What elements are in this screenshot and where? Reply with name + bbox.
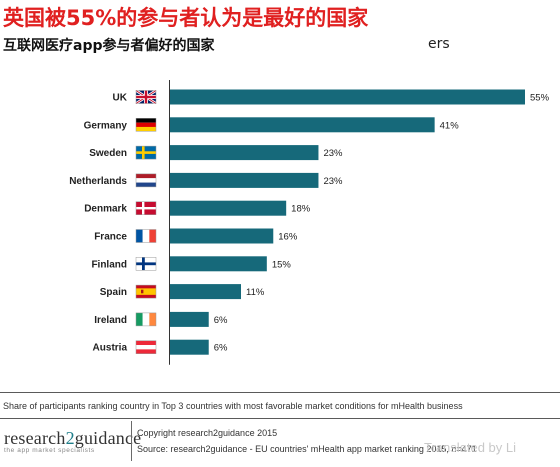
footer-divider-top [0, 392, 560, 393]
category-label: Germany [84, 120, 128, 131]
bar-chart: UK Germany Sweden Netherlands Denmark France F… [69, 80, 550, 365]
copyright-text: Copyright research2guidance 2015 [137, 428, 278, 438]
netherlands-flag-icon [135, 173, 157, 188]
uk-flag-icon [135, 89, 157, 105]
bar [170, 117, 435, 133]
bar [170, 145, 319, 161]
category-label: Denmark [84, 204, 127, 215]
bar [170, 284, 241, 300]
page-title: 英国被55%的参与者认为是最好的国家 [3, 6, 369, 30]
chart-subtitle-tail: ers [428, 36, 450, 52]
value-label: 23% [323, 176, 343, 187]
france-flag-icon [135, 229, 157, 243]
austria-flag-icon [135, 340, 157, 354]
bar [170, 89, 525, 105]
research2guidance-logo: research2guidance the app market special… [4, 428, 142, 454]
bar [170, 339, 209, 355]
value-label: 55% [530, 93, 550, 104]
category-label: Ireland [94, 315, 127, 326]
category-label: France [94, 232, 127, 243]
value-label: 6% [214, 315, 228, 326]
value-label: 18% [291, 204, 311, 215]
value-label: 41% [440, 120, 460, 131]
category-label: Austria [93, 343, 128, 354]
finland-flag-icon [135, 257, 157, 271]
value-label: 15% [272, 259, 292, 270]
germany-flag-icon [135, 118, 157, 132]
logo-tagline: the app market specialists [4, 447, 95, 454]
value-label: 16% [278, 232, 298, 243]
category-label: Spain [100, 287, 127, 298]
category-label: Finland [91, 259, 127, 270]
footer-separator [131, 421, 132, 461]
bar [170, 256, 267, 272]
value-label: 11% [246, 287, 265, 298]
bar [170, 172, 319, 188]
bar [170, 228, 274, 244]
footer-divider-bottom [0, 418, 560, 419]
category-label: UK [113, 93, 128, 104]
spain-flag-icon [135, 284, 157, 299]
sweden-flag-icon [135, 145, 157, 160]
source-text: Source: research2guidance - EU countries… [137, 444, 477, 454]
ireland-flag-icon [135, 312, 157, 327]
value-label: 6% [214, 343, 228, 354]
category-label: Sweden [89, 148, 127, 159]
bar [170, 200, 287, 216]
value-label: 23% [323, 148, 343, 159]
watermark-text: Translated by Li [424, 440, 517, 455]
denmark-flag-icon [135, 201, 157, 215]
chart-note: Share of participants ranking country in… [3, 401, 463, 411]
bar [170, 311, 209, 327]
chart-subtitle: 互联网医疗app参与者偏好的国家 [3, 38, 215, 54]
category-label: Netherlands [69, 176, 127, 187]
